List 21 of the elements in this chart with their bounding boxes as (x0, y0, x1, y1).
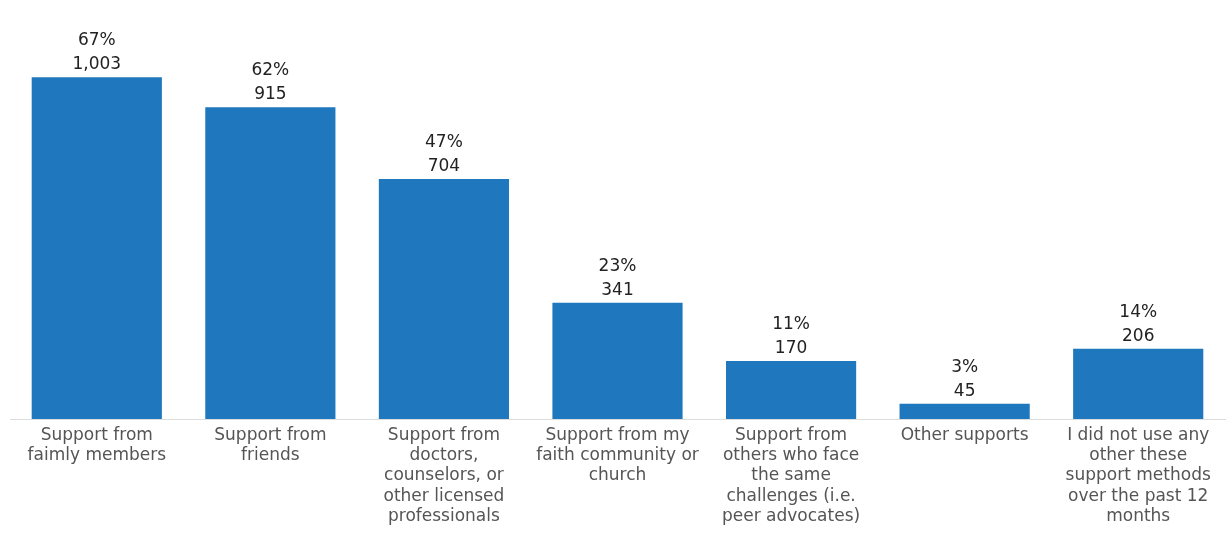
bar (378, 179, 510, 419)
bar (725, 361, 857, 419)
x-tick-label: Support from my faith community or church (536, 423, 699, 485)
x-tick-label: Other supports (900, 423, 1029, 444)
bar (1073, 348, 1204, 419)
data-label: 11% 170 (772, 312, 810, 357)
data-label: 14% 206 (1119, 300, 1158, 345)
data-label: 62% 915 (251, 59, 290, 104)
x-tick-label: Support from doctors, counselors, or other licensed professionals (383, 423, 505, 526)
bar (552, 302, 683, 419)
x-tick-label: Support from others who face the same challenges (i.e. peer advocates) (721, 423, 861, 526)
x-tick-label: Support from friends (214, 423, 327, 465)
x-tick-label: Support from faimly members (27, 423, 167, 465)
data-label: 47% 704 (425, 130, 463, 175)
bar (899, 403, 1030, 419)
data-label: 23% 341 (598, 254, 637, 299)
data-label: 3% 45 (951, 355, 979, 400)
x-tick-label: I did not use any other these support methods over the past 12 months (1065, 423, 1211, 526)
data-label: 67% 1,003 (72, 29, 122, 74)
bar (205, 107, 336, 419)
bar (31, 77, 162, 419)
